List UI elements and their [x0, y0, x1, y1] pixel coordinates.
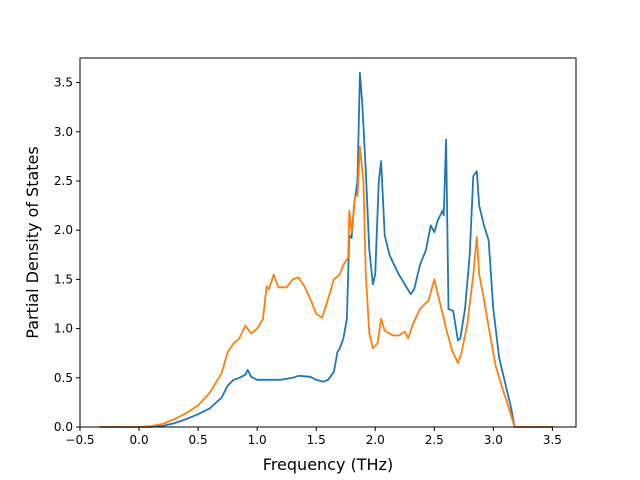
y-tick-label: 3.0 [54, 125, 73, 139]
y-tick-label: 0.5 [54, 371, 73, 385]
x-tick-label: 1.0 [248, 433, 267, 447]
x-tick-label: 2.0 [366, 433, 385, 447]
x-axis: −0.5 0.0 0.5 1.0 1.5 2.0 2.5 3.0 3.5 [65, 427, 562, 447]
x-tick-label: 1.5 [307, 433, 326, 447]
y-axis: 0.0 0.5 1.0 1.5 2.0 2.5 3.0 3.5 [54, 76, 80, 434]
y-tick-label: 2.0 [54, 223, 73, 237]
x-tick-label: 3.0 [484, 433, 503, 447]
y-axis-label: Partial Density of States [23, 146, 42, 338]
x-tick-label: 3.5 [543, 433, 562, 447]
series-line-1 [99, 71, 554, 428]
x-tick-label: 0.0 [130, 433, 149, 447]
x-tick-label: 2.5 [425, 433, 444, 447]
plot-frame [79, 57, 577, 428]
series-layer [99, 71, 554, 428]
x-tick-label: 0.5 [189, 433, 208, 447]
y-tick-label: 1.5 [54, 272, 73, 286]
y-tick-label: 1.0 [54, 322, 73, 336]
x-tick-label: −0.5 [65, 433, 94, 447]
series-line-2 [99, 145, 554, 428]
y-tick-label: 2.5 [54, 174, 73, 188]
x-axis-label: Frequency (THz) [263, 455, 393, 474]
y-tick-label: 0.0 [54, 420, 73, 434]
y-tick-label: 3.5 [54, 76, 73, 90]
